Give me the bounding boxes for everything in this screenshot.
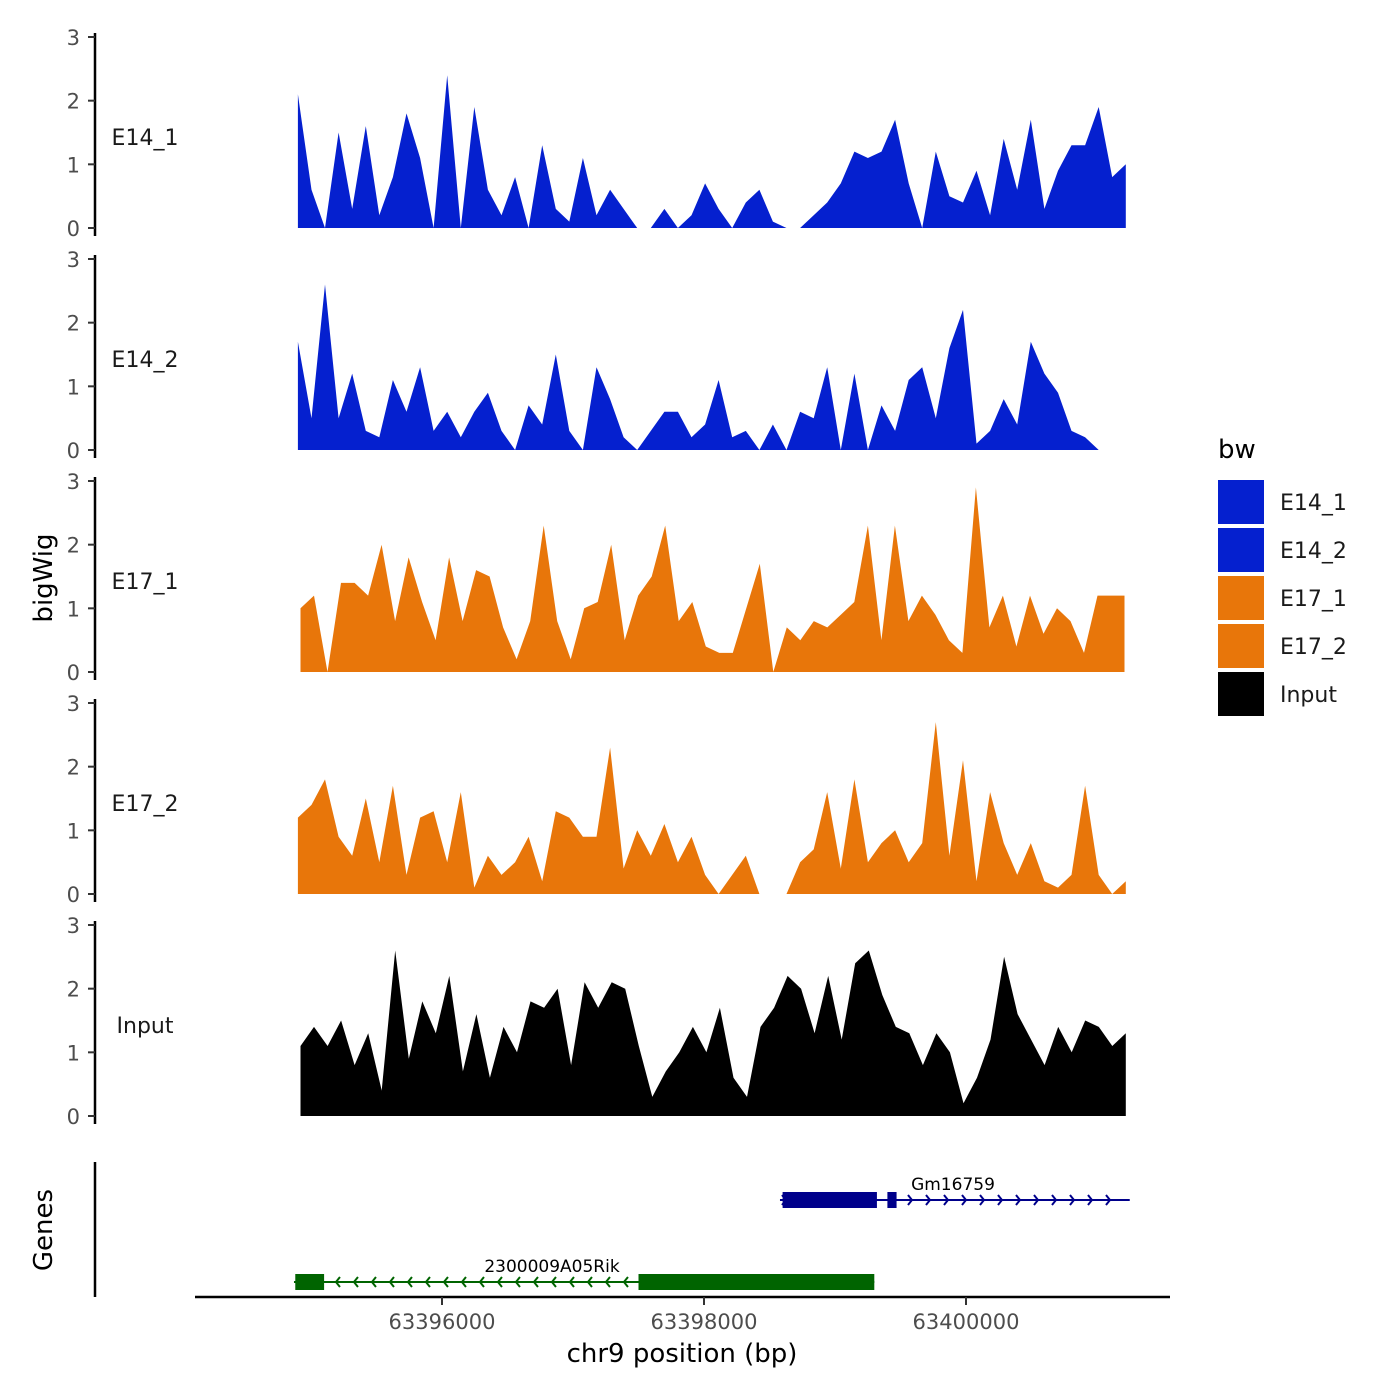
legend-title: bw [1218,435,1256,465]
gene-Gm16759: Gm16759 [779,1175,1130,1208]
track-label: E17_2 [112,792,179,817]
y-tick-label: 2 [67,978,80,1002]
strand-arrow [532,1276,539,1288]
gene-2300009A05Rik: 2300009A05Rik [293,1257,875,1290]
coverage-area-Input [300,950,1126,1116]
gene-label: 2300009A05Rik [484,1257,620,1277]
track-E14_1: 0 1 2 3 E14_1 [67,26,1126,241]
y-tick-label: 3 [67,914,80,938]
x-tick-label: 63398000 [651,1310,758,1334]
legend-label: E17_1 [1280,587,1347,612]
y-tick-label: 0 [67,439,80,463]
strand-arrow [1069,1194,1076,1206]
y-tick-label: 3 [67,692,80,716]
gene-exon [295,1274,325,1290]
strand-arrow [550,1276,557,1288]
strand-arrow [961,1194,968,1206]
legend-swatch-E14_1 [1218,480,1264,524]
strand-arrow [496,1276,503,1288]
y-tick-label: 0 [67,661,80,685]
y-tick-label: 2 [67,534,80,558]
strand-arrow [1033,1194,1040,1206]
legend-swatch-E14_2 [1218,528,1264,572]
y-tick-label: 1 [67,1041,80,1065]
legend-swatch-E17_1 [1218,576,1264,620]
strand-arrow [979,1194,986,1206]
x-axis-title: chr9 position (bp) [567,1339,798,1369]
strand-arrow [586,1276,593,1288]
y-tick-label: 1 [67,375,80,399]
y-tick-label: 1 [67,819,80,843]
track-Input: 0 1 2 3 Input [67,914,1126,1129]
strand-arrow [352,1276,359,1288]
track-label: E17_1 [112,570,179,595]
strand-arrow [1105,1194,1112,1206]
gene-exon [887,1192,897,1208]
track-E14_2: 0 1 2 3 E14_2 [67,248,1126,463]
strand-arrow [460,1276,467,1288]
track-label: E14_1 [112,126,179,151]
legend-label: E14_1 [1280,491,1347,516]
tracks-layer: 0 1 2 3 E14_1 0 1 2 3 E14_2 0 1 2 3 E17_1 0 1 2 3 E17_2 0 1 2 3… [67,26,1126,1129]
coverage-area-E14_2 [297,284,1126,450]
y-tick-label: 0 [67,883,80,907]
y-tick-label: 0 [67,1105,80,1129]
legend-label: Input [1280,683,1337,708]
legend: bw E14_1 E14_2 E17_1 E17_2 Input [1218,435,1347,716]
strand-arrow [943,1194,950,1206]
strand-arrow [406,1276,413,1288]
legend-label: E17_2 [1280,635,1347,660]
strand-arrow [370,1276,377,1288]
strand-arrow [334,1276,341,1288]
legend-label: E14_2 [1280,539,1347,564]
y-tick-label: 3 [67,248,80,272]
genes-axis-title: Genes [29,1189,59,1271]
strand-arrow [997,1194,1004,1206]
y-tick-label: 1 [67,153,80,177]
x-axis: 63396000 63398000 63400000 [195,1295,1170,1334]
legend-swatch-Input [1218,672,1264,716]
strand-arrow [1015,1194,1022,1206]
y-tick-label: 2 [67,756,80,780]
y-axis-title: bigWig [29,533,59,622]
gene-exon [782,1192,877,1208]
strand-arrow [514,1276,521,1288]
strand-arrow [568,1276,575,1288]
track-label: E14_2 [112,348,179,373]
strand-arrow [442,1276,449,1288]
strand-arrow [388,1276,395,1288]
strand-arrow [1051,1194,1058,1206]
strand-arrow [907,1194,914,1206]
gene-exon [638,1274,875,1290]
strand-arrow [604,1276,611,1288]
strand-arrow [925,1194,932,1206]
y-tick-label: 2 [67,312,80,336]
coverage-area-E17_2 [297,722,1126,894]
track-label: Input [117,1014,174,1039]
strand-arrow [478,1276,485,1288]
y-tick-label: 1 [67,597,80,621]
gene-label: Gm16759 [911,1175,995,1195]
track-E17_1: 0 1 2 3 E17_1 [67,470,1125,685]
y-tick-label: 0 [67,217,80,241]
y-tick-label: 3 [67,26,80,50]
strand-arrow [622,1276,629,1288]
x-tick-label: 63396000 [389,1310,496,1334]
legend-swatch-E17_2 [1218,624,1264,668]
x-tick-label: 63400000 [913,1310,1020,1334]
coverage-area-E14_1 [297,75,1126,228]
y-tick-label: 3 [67,470,80,494]
y-tick-label: 2 [67,90,80,114]
coverage-area-E17_1 [300,487,1125,672]
genes-layer: Gm16759 2300009A05Rik [93,1162,1130,1297]
track-E17_2: 0 1 2 3 E17_2 [67,692,1126,907]
strand-arrow [424,1276,431,1288]
strand-arrow [1087,1194,1094,1206]
